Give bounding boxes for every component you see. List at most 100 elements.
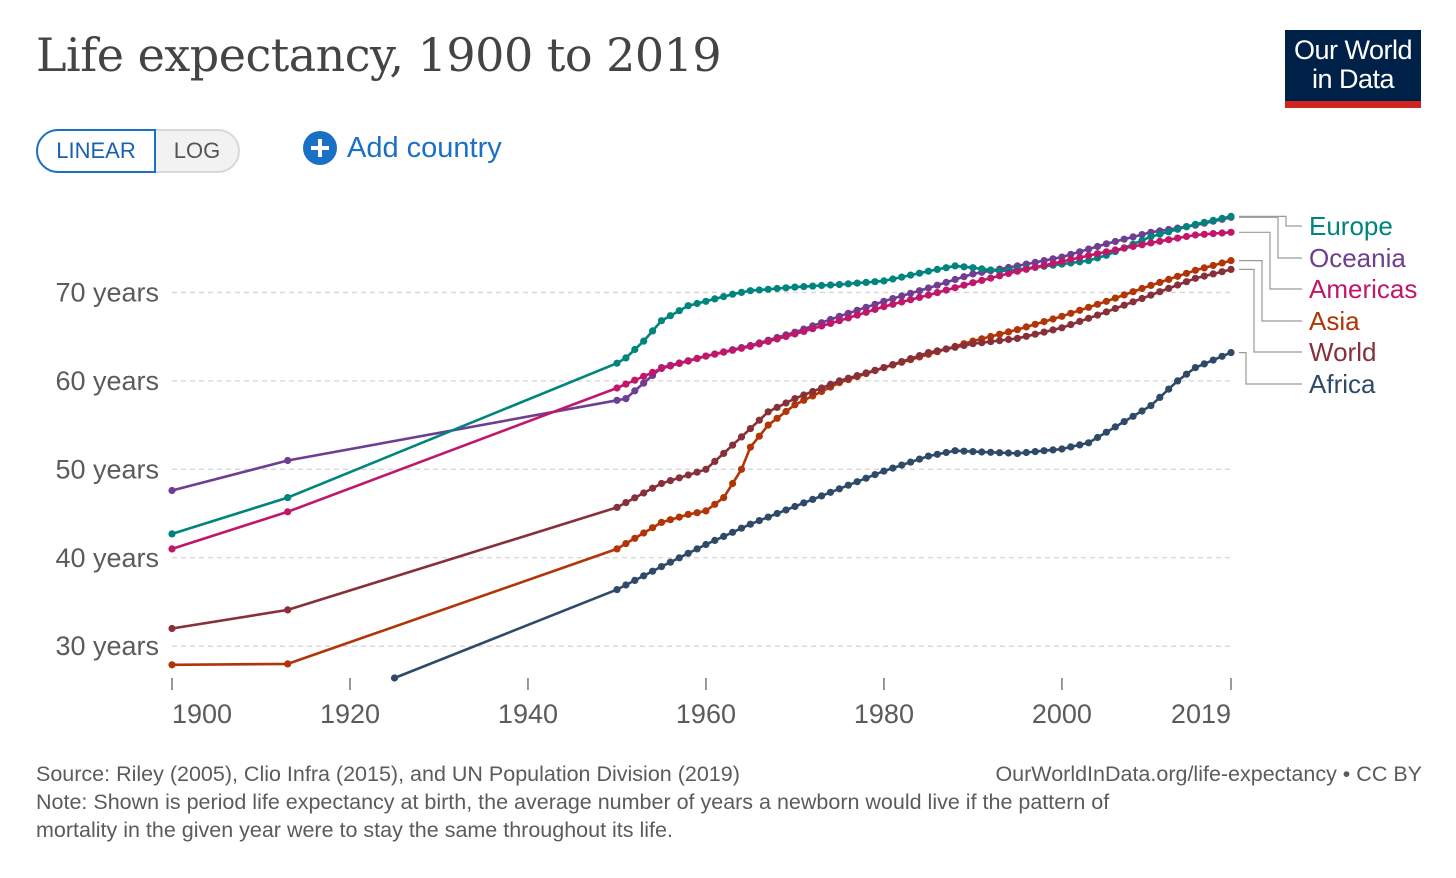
data-point — [782, 506, 790, 514]
data-point — [1147, 281, 1155, 289]
data-point — [933, 281, 941, 289]
data-point — [800, 327, 808, 335]
data-point — [924, 284, 933, 292]
credit-link[interactable]: OurWorldInData.org/life-expectancy • CC … — [995, 762, 1422, 786]
data-point — [1058, 445, 1066, 453]
data-point — [631, 576, 639, 585]
data-point — [1111, 423, 1119, 431]
data-point — [978, 265, 986, 273]
data-point — [1031, 263, 1039, 271]
data-point — [942, 345, 950, 353]
data-point — [1182, 223, 1191, 231]
data-point — [924, 349, 933, 357]
add-country-button[interactable]: Add country — [303, 130, 502, 166]
log-scale-button[interactable]: LOG — [173, 138, 221, 163]
data-point — [1156, 237, 1164, 245]
data-point — [711, 350, 719, 358]
plus-circle-icon — [303, 131, 337, 165]
data-point — [657, 563, 666, 571]
data-point — [969, 264, 977, 272]
line-chart: 30 years 40 years 50 years 60 years 70 years… — [55, 211, 1417, 729]
legend-connector — [1239, 231, 1302, 290]
data-point — [942, 448, 950, 457]
owid-logo[interactable]: Our World in Data — [1285, 30, 1421, 108]
data-point — [675, 359, 683, 368]
legend-label-europe: Europe — [1309, 211, 1393, 241]
data-point — [1200, 264, 1208, 272]
data-point — [1067, 309, 1075, 317]
data-point — [889, 300, 897, 308]
data-point — [1138, 231, 1146, 239]
data-point — [657, 364, 666, 373]
data-point — [737, 524, 746, 532]
data-point — [1022, 448, 1030, 457]
data-point — [675, 307, 683, 315]
data-point — [809, 325, 817, 333]
y-tick-label: 40 years — [55, 543, 159, 573]
data-point — [924, 291, 933, 299]
data-point — [1191, 231, 1199, 239]
data-point — [1049, 315, 1057, 323]
data-point — [1200, 218, 1208, 226]
grid-lines — [172, 291, 1231, 647]
data-point — [1218, 259, 1226, 267]
data-point — [1067, 321, 1075, 329]
data-point — [1102, 240, 1110, 248]
data-point — [755, 416, 763, 424]
data-point — [631, 376, 639, 384]
data-point — [1147, 291, 1155, 299]
data-point — [613, 586, 621, 594]
x-tick-label: 2019 — [1171, 699, 1231, 729]
data-point — [711, 536, 719, 545]
data-point — [1067, 250, 1075, 258]
data-point — [1102, 308, 1110, 316]
data-point — [942, 278, 950, 286]
data-point — [1111, 294, 1119, 302]
data-point — [818, 281, 826, 290]
data-point — [640, 372, 648, 380]
data-point — [1004, 335, 1013, 344]
data-point — [818, 384, 826, 392]
data-point — [1191, 220, 1199, 228]
data-point — [791, 395, 799, 403]
data-point — [284, 660, 292, 668]
data-point — [889, 361, 897, 369]
linear-scale-button[interactable]: LINEAR — [36, 129, 156, 173]
legend-label-world: World — [1309, 337, 1376, 367]
data-point — [1227, 212, 1235, 220]
data-point — [969, 448, 977, 456]
data-point — [613, 545, 621, 553]
logo-line-1: Our World — [1293, 35, 1413, 65]
data-point — [1022, 265, 1030, 273]
data-point — [693, 545, 701, 553]
data-point — [649, 524, 657, 532]
data-point — [1076, 254, 1084, 262]
data-point — [1102, 297, 1110, 305]
data-point — [1031, 320, 1039, 328]
add-country-label: Add country — [347, 131, 502, 164]
data-point — [1058, 324, 1066, 332]
data-point — [773, 509, 781, 518]
data-point — [755, 286, 763, 294]
data-point — [657, 317, 666, 325]
data-point — [1120, 418, 1128, 426]
data-point — [782, 332, 790, 341]
data-point — [693, 509, 701, 517]
data-point — [898, 358, 906, 366]
data-point — [702, 465, 710, 473]
data-point — [782, 284, 790, 292]
data-point — [746, 287, 755, 295]
data-point — [729, 290, 737, 298]
data-point — [729, 479, 737, 488]
legend-connector — [1239, 260, 1302, 322]
data-point — [1058, 312, 1066, 320]
data-point — [835, 377, 844, 385]
data-point — [711, 457, 719, 465]
x-axis: 1900 1920 1940 1960 1980 2000 2019 — [171, 678, 1232, 729]
data-point — [1174, 234, 1182, 242]
data-point — [1165, 284, 1173, 292]
data-point — [746, 520, 755, 528]
data-point — [1209, 216, 1217, 224]
data-point — [1085, 245, 1093, 253]
data-point — [951, 275, 959, 284]
